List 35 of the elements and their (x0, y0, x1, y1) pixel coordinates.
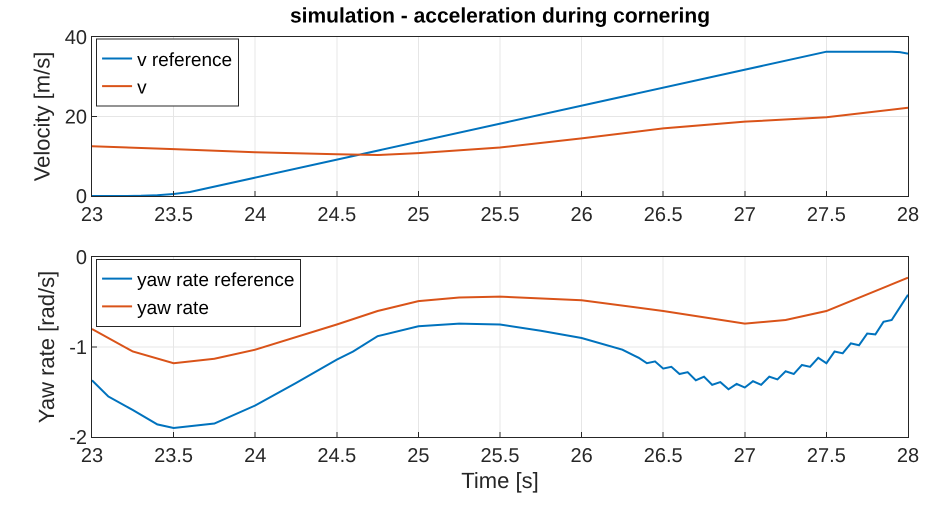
x-tick-label: 26 (570, 204, 593, 226)
line-series (92, 294, 908, 429)
x-tick-label: 23.5 (154, 445, 194, 467)
x-tick-label: 25 (407, 445, 430, 467)
y-axis-title: Velocity [m/s] (30, 52, 55, 182)
x-tick-label: 27.5 (806, 445, 846, 467)
y-tick-label: 20 (64, 106, 87, 128)
x-tick-label: 24.5 (317, 445, 356, 467)
x-tick-label: 25 (407, 204, 430, 226)
x-tick-label: 28 (896, 204, 920, 226)
y-tick-label: -1 (69, 337, 87, 359)
chart-title: simulation - acceleration during cornering (290, 4, 710, 28)
line-series (92, 106, 908, 156)
x-tick-label: 27 (734, 204, 756, 226)
x-tick-label: 23.5 (154, 204, 194, 226)
x-tick-label: 27.5 (806, 204, 846, 226)
legend-label: v reference (137, 50, 232, 71)
legend-label: v (137, 78, 148, 99)
x-tick-label: 24 (244, 445, 266, 467)
y-tick-label: 0 (76, 247, 87, 269)
x-axis-title: Time [s] (461, 468, 539, 493)
x-tick-label: 26.5 (644, 445, 683, 467)
legend-label: yaw rate reference (137, 270, 294, 292)
x-tick-label: 27 (734, 445, 756, 467)
x-tick-label: 26 (570, 445, 593, 467)
line-series (92, 50, 908, 196)
x-tick-label: 24.5 (317, 204, 356, 226)
x-tick-label: 28 (896, 445, 920, 467)
x-tick-label: 25.5 (480, 445, 520, 467)
y-tick-label: 40 (64, 27, 87, 49)
x-tick-label: 24 (244, 204, 266, 226)
y-axis-title: Yaw rate [rad/s] (34, 270, 60, 424)
x-tick-label: 25.5 (480, 204, 520, 226)
x-tick-label: 26.5 (644, 204, 683, 226)
legend-label: yaw rate (137, 298, 209, 319)
